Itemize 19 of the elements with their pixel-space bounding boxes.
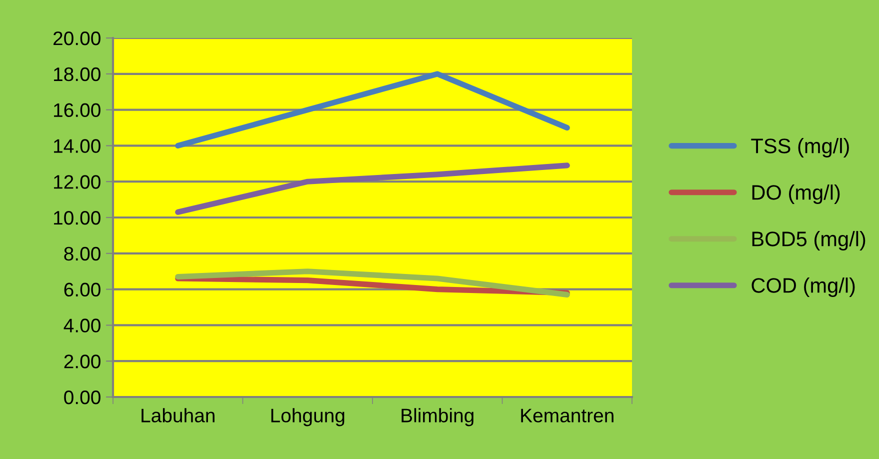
x-tick-label: Blimbing — [402, 408, 474, 426]
legend-label: TSS (mg/l) — [751, 138, 849, 158]
y-tick-label: 18.00 — [54, 67, 100, 82]
y-tick-label: 0.00 — [64, 390, 100, 404]
legend-label: DO (mg/l) — [752, 184, 840, 204]
y-tick-label: 12.00 — [54, 175, 100, 189]
y-tick-label: 2.00 — [64, 354, 100, 368]
y-tick-label: 6.00 — [64, 282, 100, 297]
y-tick-label: 8.00 — [64, 246, 100, 261]
legend-label: BOD5 (mg/l) — [752, 231, 866, 250]
x-tick-label: Labuhan — [142, 408, 214, 422]
y-tick-label: 10.00 — [54, 210, 100, 225]
x-tick-label: Kemantren — [521, 408, 614, 422]
x-tick-label: Lohgung — [271, 408, 344, 426]
y-tick-label: 4.00 — [64, 318, 100, 332]
y-tick-label: 14.00 — [54, 139, 100, 153]
legend-label: COD (mg/l) — [752, 278, 855, 297]
y-tick-label: 20.00 — [54, 31, 100, 46]
y-tick-label: 16.00 — [54, 103, 100, 118]
